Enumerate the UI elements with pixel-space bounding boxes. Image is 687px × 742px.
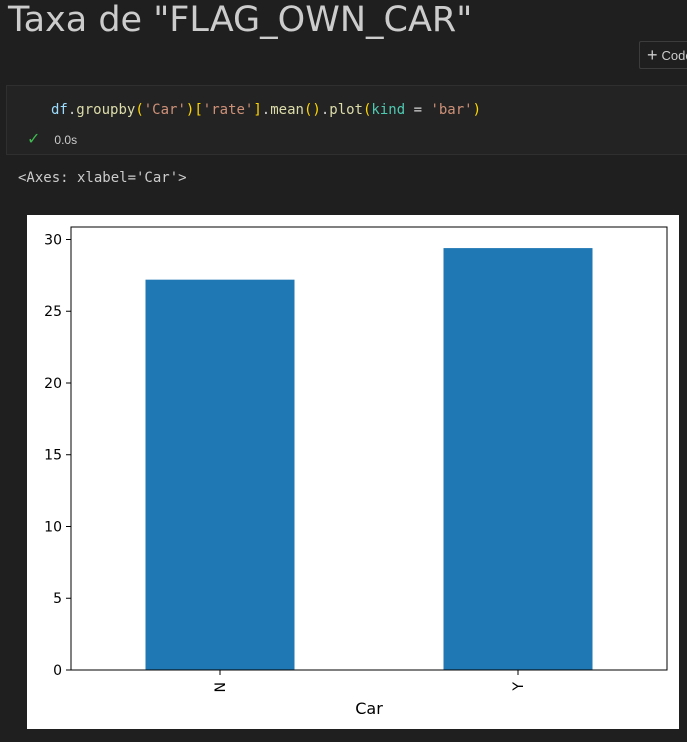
- cell-status: ✓ 0.0s: [27, 132, 77, 148]
- markdown-heading: Taxa de "FLAG_OWN_CAR": [8, 0, 473, 40]
- y-tick-label: 15: [44, 448, 62, 464]
- y-tick-label: 20: [44, 376, 62, 392]
- code-token: 'Car': [143, 102, 186, 118]
- code-token: (: [135, 102, 144, 118]
- code-token: ): [185, 102, 195, 118]
- bar-chart: 0 5 10 15 20 25 30 N Y Car: [44, 226, 668, 718]
- check-icon: ✓: [27, 131, 41, 148]
- bar-n: [145, 279, 295, 670]
- code-token: (: [303, 102, 313, 118]
- code-token: [: [194, 102, 203, 118]
- code-token: kind: [371, 102, 406, 118]
- cell-output-text: <Axes: xlabel='Car'>: [18, 170, 187, 186]
- code-token: ): [472, 102, 482, 118]
- plus-icon: +: [647, 45, 658, 65]
- plot-axes-frame: [70, 226, 668, 671]
- y-tick-label: 30: [44, 232, 62, 248]
- code-token: (: [362, 102, 372, 118]
- y-tick-label: 5: [53, 591, 62, 607]
- bar-y: [443, 248, 593, 670]
- x-tick-label: Y: [511, 682, 527, 692]
- code-cell[interactable]: df.groupby('Car')['rate'].mean().plot(ki…: [6, 85, 687, 155]
- add-code-label: Code: [661, 47, 687, 63]
- code-token: .: [320, 102, 330, 118]
- y-tick-label: 25: [44, 304, 62, 320]
- x-tick-label: N: [213, 682, 229, 692]
- execution-time: 0.0s: [54, 133, 78, 147]
- code-token: .: [67, 102, 77, 118]
- code-token: ): [312, 102, 321, 118]
- code-token: df: [51, 102, 68, 118]
- y-tick-label: 0: [53, 663, 62, 679]
- code-editor-line[interactable]: df.groupby('Car')['rate'].mean().plot(ki…: [51, 100, 481, 120]
- code-token: plot: [329, 102, 363, 118]
- code-token: ]: [253, 102, 262, 118]
- code-token: =: [405, 102, 431, 118]
- code-token: 'rate': [202, 102, 254, 118]
- plot-output: 0 5 10 15 20 25 30 N Y Car: [27, 215, 679, 729]
- add-code-button[interactable]: + Code: [639, 41, 687, 69]
- x-axis-label: Car: [355, 699, 383, 718]
- code-token: 'bar': [430, 102, 473, 118]
- code-token: .: [261, 102, 271, 118]
- y-tick-label: 10: [44, 519, 62, 535]
- code-token: groupby: [76, 102, 136, 118]
- code-token: mean: [270, 102, 304, 118]
